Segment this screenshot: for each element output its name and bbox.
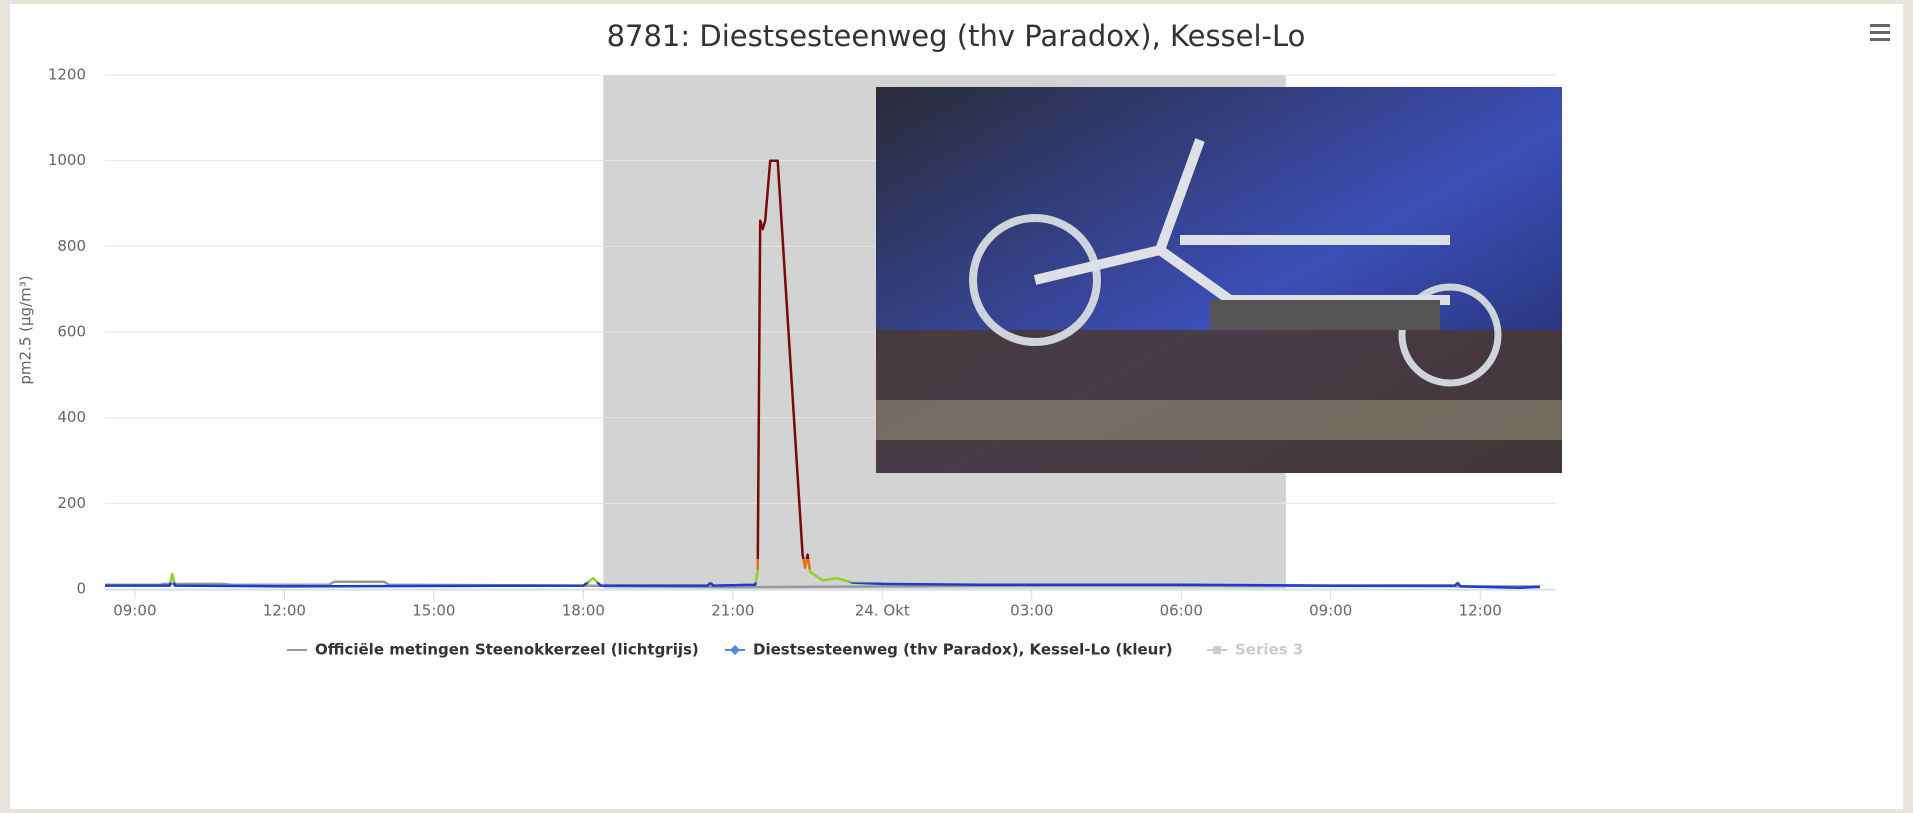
y-tick-label: 400: [57, 408, 86, 426]
x-tick-label: 03:00: [1010, 602, 1053, 620]
y-tick-label: 0: [76, 580, 86, 598]
y-tick-label: 1200: [48, 66, 86, 84]
x-tick-label: 15:00: [412, 602, 455, 620]
y-tick-label: 600: [57, 323, 86, 341]
menu-button[interactable]: [1870, 24, 1890, 41]
x-tick-label: 09:00: [1309, 602, 1352, 620]
series-line: [105, 159, 1541, 589]
x-tick-label: 12:00: [1459, 602, 1502, 620]
x-tick-label: 09:00: [113, 602, 156, 620]
legend-item[interactable]: Diestsesteenweg (thv Paradox), Kessel-Lo…: [725, 641, 1173, 659]
legend-marker: [730, 645, 740, 655]
legend-label: Diestsesteenweg (thv Paradox), Kessel-Lo…: [753, 641, 1173, 659]
x-tick-label: 18:00: [562, 602, 605, 620]
chart-title: 8781: Diestsesteenweg (thv Paradox), Kes…: [607, 19, 1306, 53]
x-tick-label: 06:00: [1160, 602, 1203, 620]
y-tick-label: 800: [57, 237, 86, 255]
y-axis-label: pm2.5 (µg/m³): [17, 275, 35, 384]
y-tick-label: 200: [57, 494, 86, 512]
inset-photo: [876, 87, 1562, 473]
legend-item[interactable]: Series 3: [1207, 641, 1303, 659]
legend-marker: [1213, 646, 1221, 654]
y-tick-label: 1000: [48, 151, 86, 169]
x-tick-label: 24. Okt: [855, 602, 910, 620]
legend-label: Series 3: [1235, 641, 1303, 659]
legend-label: Officiële metingen Steenokkerzeel (licht…: [315, 641, 699, 659]
x-tick-label: 21:00: [711, 602, 754, 620]
legend-item[interactable]: Officiële metingen Steenokkerzeel (licht…: [287, 641, 699, 659]
x-tick-label: 12:00: [263, 602, 306, 620]
